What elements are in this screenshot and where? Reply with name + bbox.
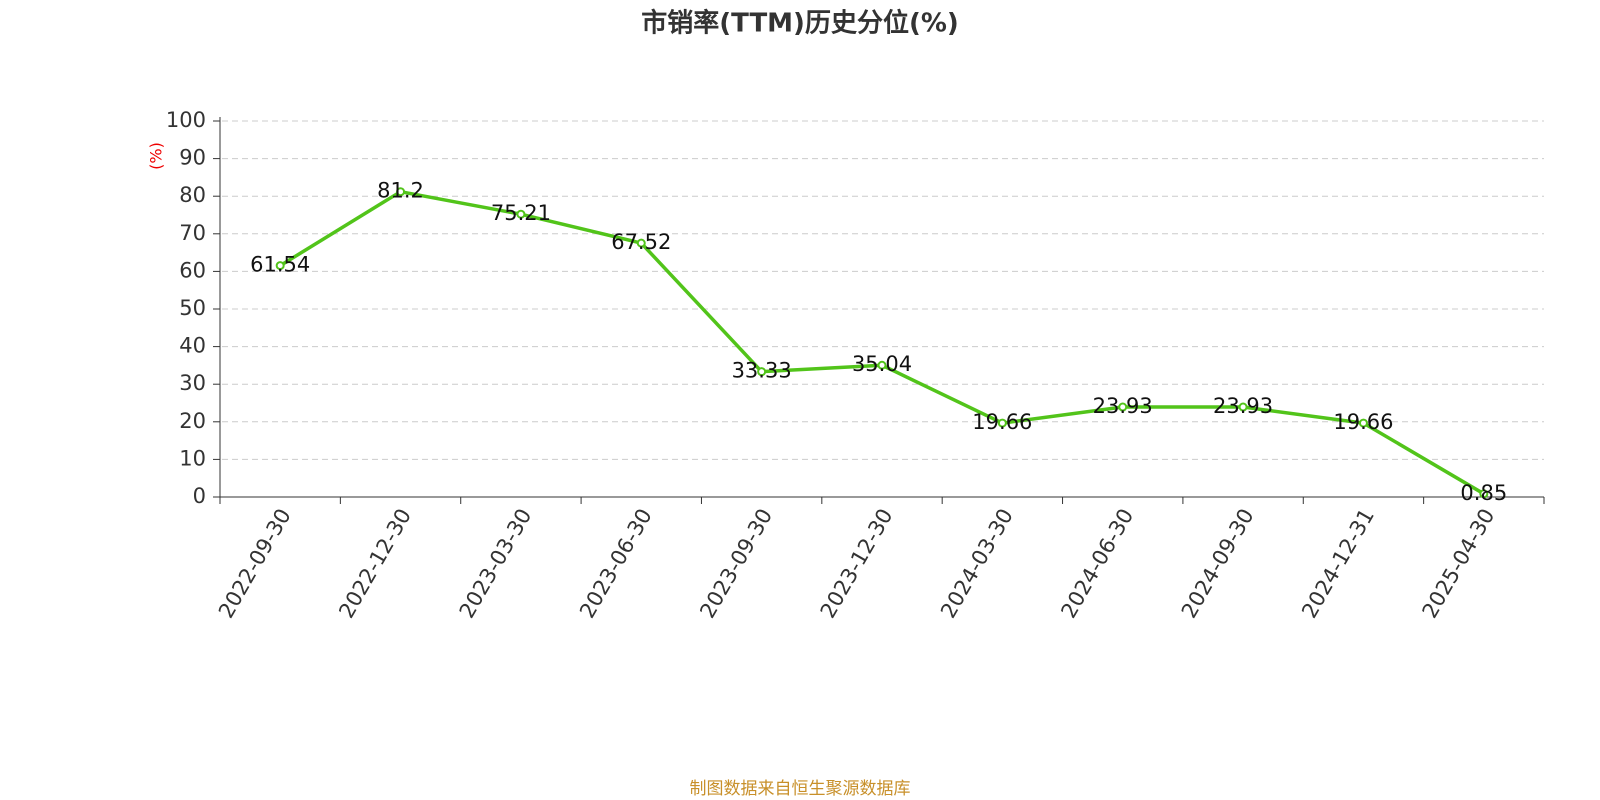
data-label: 81.2 bbox=[377, 179, 424, 203]
data-point bbox=[636, 238, 646, 248]
data-point bbox=[1479, 489, 1489, 499]
y-tick-label: 0 bbox=[193, 484, 206, 508]
data-label: 67.52 bbox=[611, 230, 671, 254]
data-point bbox=[396, 187, 406, 197]
data-point bbox=[1238, 402, 1248, 412]
data-point bbox=[997, 418, 1007, 428]
data-label: 0.85 bbox=[1460, 481, 1507, 505]
x-tick-label: 2024-03-30 bbox=[936, 505, 1018, 623]
x-tick-label: 2023-06-30 bbox=[575, 505, 657, 623]
x-tick-label: 2023-03-30 bbox=[455, 505, 537, 623]
y-tick-label: 80 bbox=[179, 183, 206, 207]
data-label: 23.93 bbox=[1093, 394, 1153, 418]
x-tick-label: 2023-09-30 bbox=[695, 505, 777, 623]
y-tick-label: 50 bbox=[179, 296, 206, 320]
data-point bbox=[1358, 418, 1368, 428]
data-point bbox=[877, 360, 887, 370]
y-tick-label: 90 bbox=[179, 146, 206, 170]
x-tick-label: 2024-12-31 bbox=[1297, 505, 1379, 623]
x-tick-label: 2023-12-30 bbox=[816, 505, 898, 623]
x-tick-label: 2024-09-30 bbox=[1177, 505, 1259, 623]
data-point bbox=[275, 261, 285, 271]
y-tick-label: 20 bbox=[179, 409, 206, 433]
y-tick-label: 100 bbox=[166, 108, 206, 132]
data-label: 61.54 bbox=[250, 253, 310, 277]
data-point bbox=[516, 209, 526, 219]
data-label: 75.21 bbox=[491, 201, 551, 225]
line-series bbox=[279, 189, 1485, 496]
data-point bbox=[757, 367, 767, 377]
data-point bbox=[1118, 402, 1128, 412]
data-label: 33.33 bbox=[732, 359, 792, 383]
data-label: 35.04 bbox=[852, 352, 912, 376]
y-tick-label: 30 bbox=[179, 371, 206, 395]
y-tick-label: 70 bbox=[179, 221, 206, 245]
x-tick-label: 2022-12-30 bbox=[334, 504, 416, 622]
y-tick-label: 60 bbox=[179, 258, 206, 282]
y-axis-label: (%) bbox=[147, 142, 166, 170]
data-label: 19.66 bbox=[972, 410, 1032, 434]
y-tick-label: 10 bbox=[179, 446, 206, 470]
data-label: 23.93 bbox=[1213, 394, 1273, 418]
x-tick-label: 2022-09-30 bbox=[214, 505, 296, 623]
y-tick-label: 40 bbox=[179, 334, 206, 358]
x-tick-label: 2024-06-30 bbox=[1056, 505, 1138, 623]
source-note: 制图数据来自恒生聚源数据库 bbox=[690, 779, 911, 799]
chart-title: 市销率(TTM)历史分位(%) bbox=[641, 8, 959, 39]
x-tick-label: 2025-04-30 bbox=[1418, 505, 1500, 623]
data-label: 19.66 bbox=[1333, 410, 1393, 434]
